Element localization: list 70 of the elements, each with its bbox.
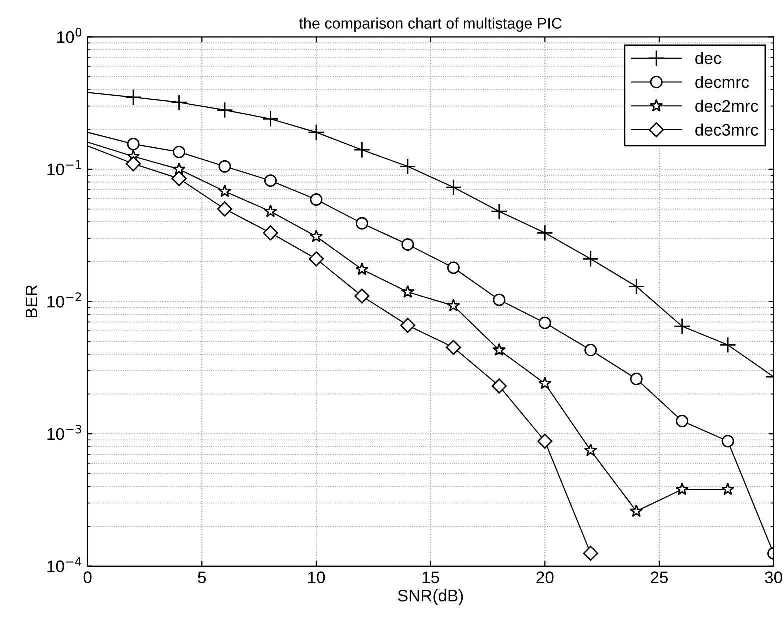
- point: [538, 376, 552, 390]
- x-tick-label: 30: [765, 572, 782, 584]
- point: [356, 262, 369, 276]
- legend-label: dec: [696, 52, 722, 64]
- point: [447, 298, 460, 312]
- y-tick-label: 10$^{0}$: [58, 28, 82, 44]
- y-tick-label: 10$^{−1}$: [48, 160, 82, 176]
- point: [216, 102, 234, 119]
- point: [492, 378, 507, 394]
- point: [356, 217, 368, 230]
- y-axis-title: BER: [26, 285, 38, 318]
- point: [721, 482, 735, 496]
- point: [127, 138, 140, 151]
- point: [447, 262, 460, 274]
- point: [582, 250, 600, 268]
- point: [584, 444, 598, 456]
- point: [400, 158, 416, 175]
- point: [536, 224, 554, 242]
- point: [401, 285, 415, 298]
- point: [538, 434, 553, 449]
- x-tick-label: 0: [84, 572, 92, 584]
- point: [264, 174, 277, 188]
- point: [310, 194, 323, 206]
- legend-label: dec3mrc: [696, 124, 758, 136]
- point: [491, 203, 508, 220]
- point: [720, 336, 736, 354]
- point: [264, 204, 278, 218]
- point: [170, 94, 188, 111]
- point: [630, 504, 644, 518]
- point: [630, 372, 643, 386]
- point: [584, 344, 598, 357]
- x-tick-label: 15: [422, 572, 440, 584]
- point: [262, 110, 280, 128]
- point: [218, 160, 232, 173]
- point: [308, 124, 325, 141]
- point: [126, 156, 142, 172]
- y-tick-label: 10$^{−2}$: [48, 292, 82, 308]
- point: [493, 294, 506, 306]
- point: [354, 142, 371, 158]
- point: [173, 146, 186, 158]
- y-tick-label: 10$^{−3}$: [48, 424, 82, 440]
- legend-label: dec2mrc: [696, 100, 758, 112]
- point: [217, 202, 233, 217]
- point: [310, 230, 324, 242]
- point: [538, 316, 552, 330]
- point: [676, 482, 689, 496]
- legend-label: decmrc: [696, 76, 750, 88]
- point: [400, 318, 416, 334]
- point: [722, 435, 734, 448]
- point: [354, 288, 370, 304]
- point: [583, 546, 598, 562]
- point: [125, 89, 142, 106]
- point: [628, 278, 645, 296]
- point: [445, 179, 462, 196]
- x-tick-label: 5: [198, 572, 206, 584]
- x-tick-label: 25: [651, 572, 668, 584]
- point: [402, 238, 414, 251]
- point: [446, 340, 462, 356]
- point: [492, 343, 506, 356]
- y-tick-label: 10$^{−4}$: [48, 557, 82, 572]
- x-tick-label: 10: [308, 572, 326, 584]
- point: [676, 415, 689, 428]
- chart-title: the comparison chart of multistage PIC: [299, 18, 562, 32]
- point: [172, 171, 187, 186]
- point: [218, 184, 232, 198]
- point: [263, 226, 278, 241]
- x-tick-label: 20: [536, 572, 554, 584]
- x-axis-title: SNR(dB): [398, 590, 464, 606]
- point: [308, 252, 324, 267]
- point: [674, 318, 691, 335]
